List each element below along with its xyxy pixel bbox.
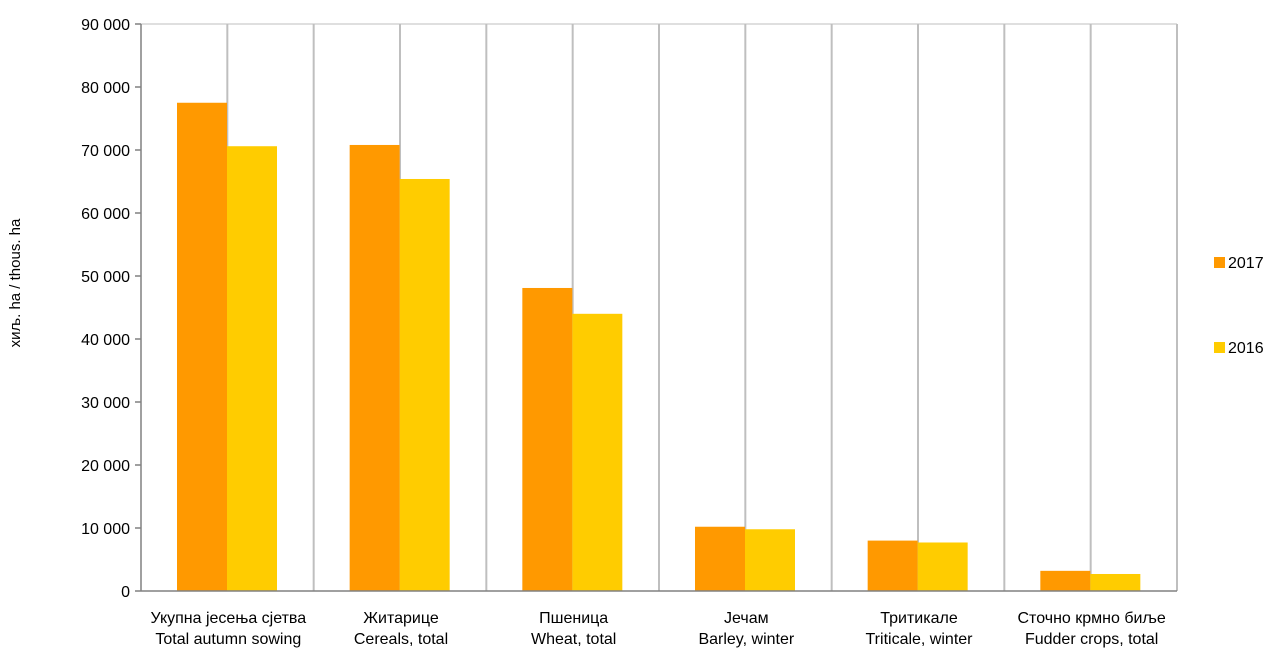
category-label: Житарице: [363, 610, 439, 627]
category-label: Fudder crops, total: [1025, 631, 1158, 648]
category-label: Сточно крмно биље: [1017, 610, 1165, 627]
legend-swatch-2016: [1214, 342, 1225, 353]
bar-2017-5: [1040, 570, 1091, 591]
y-tick-label: 70 000: [81, 143, 130, 160]
gridlines: [141, 23, 1178, 591]
bars: [177, 102, 1141, 592]
category-label: Total autumn sowing: [155, 631, 301, 648]
legend-swatch-2017: [1214, 257, 1225, 268]
bar-2016-1: [399, 178, 450, 592]
y-tick-labels: 0 10 000 20 000 30 000 40 000 50 000 60 000 70 …: [81, 17, 141, 601]
category-label: Cereals, total: [354, 631, 448, 648]
bar-2016-2: [572, 313, 623, 591]
bar-2016-5: [1090, 573, 1141, 591]
category-labels: Укупна јесења сјетва Total autumn sowing Ж…: [151, 610, 1166, 648]
bar-2017-1: [349, 144, 400, 591]
bar-2017-2: [522, 287, 573, 591]
y-tick-label: 90 000: [81, 17, 130, 34]
category-label: Barley, winter: [698, 631, 794, 648]
bar-2017-0: [177, 102, 227, 591]
bar-2016-4: [917, 542, 968, 591]
category-label: Triticale, winter: [866, 631, 974, 648]
y-tick-label: 50 000: [81, 269, 130, 286]
y-tick-label: 80 000: [81, 80, 130, 97]
bar-2017-4: [867, 540, 918, 591]
y-axis-title: хиљ. ha / thous. ha: [7, 218, 24, 347]
bar-2016-3: [745, 529, 795, 591]
y-tick-label: 0: [121, 584, 130, 601]
bar-2016-0: [227, 146, 277, 591]
y-tick-label: 20 000: [81, 458, 130, 475]
category-label: Јечам: [724, 610, 769, 627]
y-tick-label: 40 000: [81, 332, 130, 349]
category-label: Укупна јесења сјетва: [151, 610, 307, 627]
axes: [140, 24, 1177, 592]
legend-label-2016: 2016: [1228, 340, 1264, 357]
y-tick-label: 30 000: [81, 395, 130, 412]
legend-label-2017: 2017: [1228, 255, 1264, 272]
y-tick-label: 10 000: [81, 521, 130, 538]
category-label: Пшеница: [539, 610, 608, 627]
category-label: Wheat, total: [531, 631, 616, 648]
bar-2017-3: [695, 526, 745, 591]
category-label: Тритикале: [880, 610, 958, 627]
legend: 2017 2016: [1214, 255, 1264, 357]
y-tick-label: 60 000: [81, 206, 130, 223]
